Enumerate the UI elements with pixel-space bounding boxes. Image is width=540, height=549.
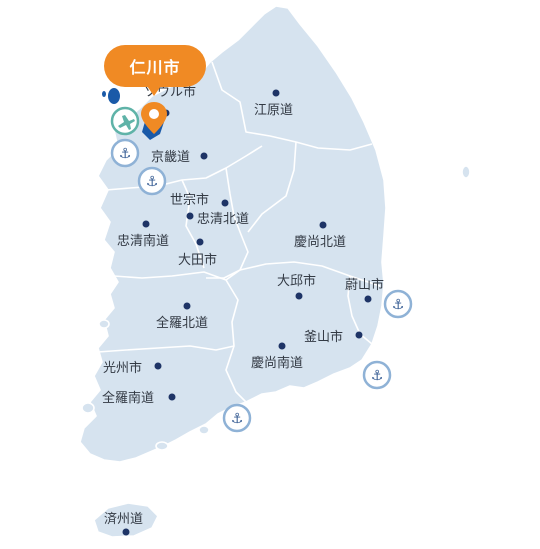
- port-marker[interactable]: ⚓: [137, 166, 167, 196]
- place-label: 釜山市: [304, 329, 343, 345]
- place-jeonbuk[interactable]: 全羅北道: [156, 302, 208, 332]
- port-marker[interactable]: ⚓: [383, 289, 413, 319]
- airport-marker[interactable]: [110, 106, 140, 136]
- place-daejeon[interactable]: 大田市: [178, 238, 217, 269]
- place-gyeongnam[interactable]: 慶尚南道: [251, 342, 303, 372]
- place-label: 蔚山市: [345, 277, 384, 293]
- place-label: 光州市: [103, 360, 142, 376]
- incheon-island: [108, 88, 120, 104]
- anchor-icon: ⚓: [371, 368, 384, 384]
- place-dot: [295, 292, 303, 300]
- province-border: [206, 167, 249, 279]
- place-label: 忠清北道: [197, 212, 249, 227]
- place-dot: [142, 220, 150, 228]
- place-gangwon[interactable]: 江原道: [254, 89, 293, 119]
- port-marker[interactable]: ⚓: [110, 138, 140, 168]
- port-ring: [110, 138, 140, 168]
- place-label: 大邱市: [277, 273, 316, 289]
- place-label: 全羅北道: [156, 315, 208, 331]
- incheon-island: [102, 91, 106, 97]
- place-dot: [196, 238, 204, 246]
- place-gwangju[interactable]: 光州市: [103, 360, 162, 376]
- province-border: [113, 271, 227, 281]
- place-dot: [364, 295, 372, 303]
- place-dot: [221, 199, 229, 207]
- place-dot: [122, 528, 130, 536]
- pin-hole: [149, 109, 159, 119]
- anchor-icon: ⚓: [119, 146, 132, 162]
- place-dot: [186, 212, 194, 220]
- port-ring: [383, 289, 413, 319]
- place-sejong[interactable]: 世宗市: [170, 192, 229, 208]
- place-gyeongbuk[interactable]: 慶尚北道: [294, 221, 346, 251]
- place-label: 慶尚南道: [251, 355, 303, 371]
- province-border: [247, 141, 297, 233]
- place-label: 世宗市: [170, 192, 209, 208]
- place-dot: [200, 152, 208, 160]
- place-jeju[interactable]: 済州道: [104, 511, 143, 536]
- place-chungnam[interactable]: 忠清南道: [117, 220, 169, 250]
- place-dot: [154, 362, 162, 370]
- place-label: 全羅南道: [102, 390, 154, 406]
- island: [461, 165, 471, 179]
- place-label: 慶尚北道: [294, 235, 346, 250]
- anchor-icon: ⚓: [146, 174, 159, 190]
- island: [81, 402, 95, 414]
- place-dot: [168, 393, 176, 401]
- place-label: 済州道: [104, 511, 143, 527]
- place-label: 忠清南道: [117, 233, 169, 249]
- port-marker[interactable]: ⚓: [222, 403, 252, 433]
- airplane-icon: [118, 115, 135, 130]
- province-border: [105, 145, 263, 191]
- province-border: [97, 345, 235, 353]
- island: [198, 425, 210, 435]
- place-dot: [319, 221, 327, 229]
- island: [98, 319, 110, 329]
- anchor-icon: ⚓: [231, 411, 244, 427]
- place-daegu[interactable]: 大邱市: [277, 273, 316, 300]
- place-label: 江原道: [254, 103, 293, 118]
- port-ring: [137, 166, 167, 196]
- port-marker[interactable]: ⚓: [362, 360, 392, 390]
- province-border: [181, 179, 205, 269]
- place-dot: [355, 331, 363, 339]
- jeju-island: [93, 502, 159, 538]
- province-border: [347, 275, 373, 345]
- incheon-callout[interactable]: 仁川市: [104, 45, 206, 96]
- port-ring: [362, 360, 392, 390]
- place-chungbuk[interactable]: 忠清北道: [186, 212, 250, 227]
- place-label: 京畿道: [151, 150, 190, 165]
- place-label: 大田市: [178, 252, 217, 268]
- location-pin-icon[interactable]: [141, 102, 167, 134]
- place-dot: [183, 302, 191, 310]
- anchor-icon: ⚓: [392, 297, 405, 313]
- place-busan[interactable]: 釜山市: [304, 329, 363, 345]
- place-dot: [272, 89, 280, 97]
- island: [155, 441, 169, 451]
- place-gyeonggi[interactable]: 京畿道: [151, 150, 208, 165]
- port-ring: [222, 403, 252, 433]
- place-dot: [278, 342, 286, 350]
- place-jeonnam[interactable]: 全羅南道: [102, 390, 176, 406]
- place-ulsan[interactable]: 蔚山市: [345, 277, 384, 303]
- province-border: [211, 61, 373, 151]
